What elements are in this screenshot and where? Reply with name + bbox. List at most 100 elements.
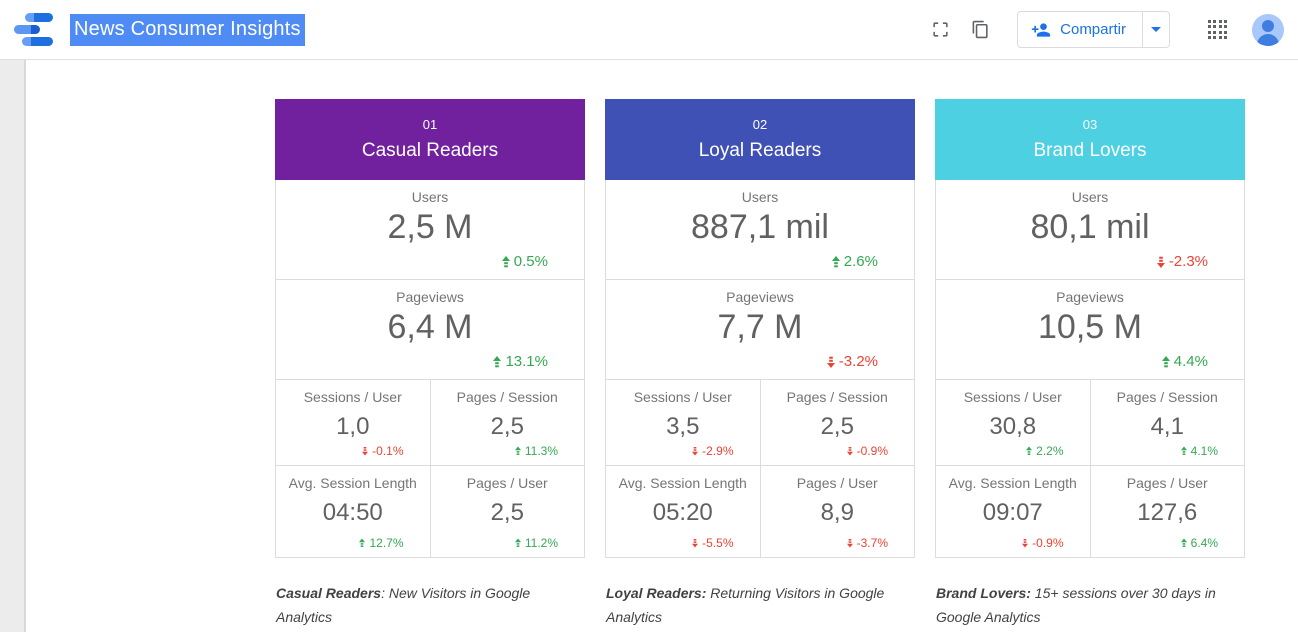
arrow-up-icon: [1162, 356, 1170, 368]
metric-value: 05:20: [606, 498, 760, 528]
metric-row: Sessions / User 3,5 -2.9% Pages / Sessio…: [606, 380, 914, 466]
metric-users[interactable]: Users 887,1 mil 2.6%: [606, 180, 914, 280]
metric-value: 10,5 M: [936, 306, 1244, 348]
metric-cell[interactable]: Pages / Session 2,5 11.3%: [431, 380, 585, 465]
metric-label: Pageviews: [936, 280, 1244, 305]
metric-label: Pages / Session: [1091, 380, 1245, 405]
metric-cell[interactable]: Avg. Session Length 09:07 -0.9%: [936, 466, 1091, 557]
change-value: 12.7%: [369, 536, 403, 550]
change-indicator: 4.1%: [1181, 444, 1218, 458]
change-indicator: -3.2%: [827, 353, 878, 370]
metric-cell[interactable]: Sessions / User 30,8 2.2%: [936, 380, 1091, 465]
caret-down-icon: [1151, 27, 1161, 32]
metric-users[interactable]: Users 2,5 M 0.5%: [276, 180, 584, 280]
share-dropdown-button[interactable]: [1142, 12, 1169, 47]
metric-value: 887,1 mil: [606, 206, 914, 248]
arrow-up-icon: [359, 538, 365, 548]
change-value: 0.5%: [514, 253, 548, 270]
metric-value: 4,1: [1091, 412, 1245, 442]
metric-row: Avg. Session Length 09:07 -0.9% Pages / …: [936, 466, 1244, 557]
card-body: Users 887,1 mil 2.6% Pageviews 7,7 M -3.…: [605, 180, 915, 558]
metric-value: 2,5: [431, 498, 585, 528]
metric-label: Pages / Session: [761, 380, 915, 405]
metric-label: Users: [276, 180, 584, 205]
share-button[interactable]: Compartir: [1018, 12, 1142, 47]
footnote-segment-name: Loyal Readers:: [606, 585, 706, 601]
arrow-up-icon: [493, 356, 501, 368]
change-indicator: 6.4%: [1181, 536, 1218, 550]
fullscreen-button[interactable]: [923, 13, 957, 47]
metric-pageviews[interactable]: Pageviews 6,4 M 13.1%: [276, 280, 584, 380]
metric-label: Pages / User: [761, 466, 915, 491]
metric-label: Sessions / User: [936, 380, 1090, 405]
logo-bar: [22, 37, 53, 46]
change-indicator: -0.1%: [362, 444, 403, 458]
change-indicator: -5.5%: [692, 536, 733, 550]
change-value: -0.9%: [857, 444, 888, 458]
report-title[interactable]: News Consumer Insights: [70, 14, 305, 46]
grid-icon: [1208, 20, 1227, 39]
user-avatar[interactable]: [1252, 14, 1284, 46]
change-indicator: -2.9%: [692, 444, 733, 458]
metric-cell[interactable]: Pages / User 2,5 11.2%: [431, 466, 585, 557]
copy-pages-button[interactable]: [963, 13, 997, 47]
metric-pageviews[interactable]: Pageviews 7,7 M -3.2%: [606, 280, 914, 380]
metric-cell[interactable]: Sessions / User 1,0 -0.1%: [276, 380, 431, 465]
change-value: 4.4%: [1174, 353, 1208, 370]
metric-users[interactable]: Users 80,1 mil -2.3%: [936, 180, 1244, 280]
metric-value: 7,7 M: [606, 306, 914, 348]
metric-row: Avg. Session Length 04:50 12.7% Pages / …: [276, 466, 584, 557]
metric-label: Users: [936, 180, 1244, 205]
change-value: 13.1%: [505, 353, 548, 370]
scorecard-casual-readers[interactable]: 01 Casual Readers Users 2,5 M 0.5% Pagev…: [275, 99, 585, 558]
scorecard-loyal-readers[interactable]: 02 Loyal Readers Users 887,1 mil 2.6% Pa…: [605, 99, 915, 558]
metric-label: Users: [606, 180, 914, 205]
metric-label: Pageviews: [276, 280, 584, 305]
metric-value: 30,8: [936, 412, 1090, 442]
scorecard-brand-lovers[interactable]: 03 Brand Lovers Users 80,1 mil -2.3% Pag…: [935, 99, 1245, 558]
data-studio-logo-icon[interactable]: [14, 13, 56, 46]
fullscreen-icon: [931, 20, 950, 39]
metric-cell[interactable]: Pages / Session 2,5 -0.9%: [761, 380, 915, 465]
card-footnote-loyal-readers: Loyal Readers: Returning Visitors in Goo…: [606, 581, 898, 629]
topbar: News Consumer Insights Compartir: [0, 0, 1298, 60]
card-number: 03: [1083, 117, 1097, 132]
metric-value: 2,5: [761, 412, 915, 442]
change-value: -3.2%: [839, 353, 878, 370]
arrow-down-icon: [827, 356, 835, 368]
metric-value: 80,1 mil: [936, 206, 1244, 248]
metric-cell[interactable]: Pages / Session 4,1 4.1%: [1091, 380, 1245, 465]
card-title: Loyal Readers: [699, 140, 822, 162]
metric-label: Pages / User: [1091, 466, 1245, 491]
arrow-down-icon: [847, 446, 853, 456]
metric-label: Avg. Session Length: [606, 466, 760, 491]
logo-bar: [14, 25, 40, 34]
card-title: Brand Lovers: [1033, 140, 1146, 162]
change-indicator: 13.1%: [493, 353, 548, 370]
arrow-down-icon: [1022, 538, 1028, 548]
metric-value: 6,4 M: [276, 306, 584, 348]
apps-grid-button[interactable]: [1200, 13, 1234, 47]
card-number: 01: [423, 117, 437, 132]
change-value: -0.1%: [372, 444, 403, 458]
metric-cell[interactable]: Avg. Session Length 05:20 -5.5%: [606, 466, 761, 557]
change-value: 11.3%: [525, 444, 558, 458]
change-indicator: 2.6%: [832, 253, 878, 270]
change-value: -5.5%: [702, 536, 733, 550]
arrow-up-icon: [515, 446, 521, 456]
change-indicator: -3.7%: [847, 536, 888, 550]
card-body: Users 80,1 mil -2.3% Pageviews 10,5 M 4.…: [935, 180, 1245, 558]
change-indicator: -0.9%: [1022, 536, 1063, 550]
change-indicator: 4.4%: [1162, 353, 1208, 370]
canvas-left-gutter: [0, 60, 26, 632]
metric-cell[interactable]: Avg. Session Length 04:50 12.7%: [276, 466, 431, 557]
metric-cell[interactable]: Sessions / User 3,5 -2.9%: [606, 380, 761, 465]
metric-cell[interactable]: Pages / User 127,6 6.4%: [1091, 466, 1245, 557]
metric-cell[interactable]: Pages / User 8,9 -3.7%: [761, 466, 915, 557]
change-value: -3.7%: [857, 536, 888, 550]
change-indicator: -0.9%: [847, 444, 888, 458]
metric-pageviews[interactable]: Pageviews 10,5 M 4.4%: [936, 280, 1244, 380]
arrow-up-icon: [832, 256, 840, 268]
copy-pages-icon: [971, 20, 990, 39]
card-body: Users 2,5 M 0.5% Pageviews 6,4 M 13.1% S…: [275, 180, 585, 558]
